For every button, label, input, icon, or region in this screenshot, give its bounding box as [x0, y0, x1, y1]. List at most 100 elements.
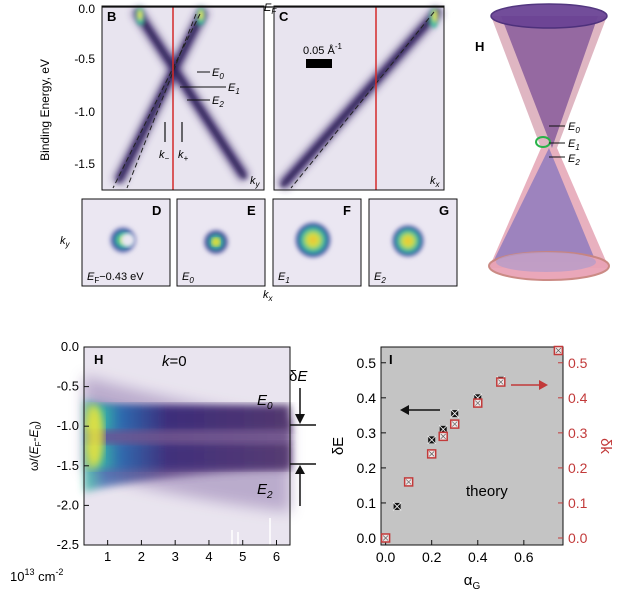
map-g-title: G	[439, 203, 449, 218]
top-axis-labels: Binding Energy, eV 0.0 -0.5 -1.0 -1.5	[38, 2, 95, 171]
chart-point-deltak	[449, 419, 460, 429]
heatmap-ytick-label: -1.0	[57, 418, 79, 433]
chart-annotation: theory	[466, 483, 508, 500]
heatmap-e0: E0	[257, 392, 273, 412]
upper-cone-rim	[490, 3, 608, 29]
heatmap-ytick-label: -0.5	[57, 379, 79, 394]
chart-y2tick-label: 0.1	[568, 495, 588, 511]
chart-point-deltak	[473, 398, 483, 408]
map-e-label: E0	[182, 271, 194, 285]
map-f-title: F	[343, 203, 351, 218]
heatmap-xticks: 1 2 3 4 5 6	[104, 540, 280, 564]
heatmap-ytick-label: -2.0	[57, 497, 79, 512]
map-g-label: E2	[374, 271, 386, 285]
heatmap-title: H	[94, 352, 103, 367]
svg-text:E0: E0	[212, 67, 224, 81]
heatmap-k-label: k=0	[162, 353, 187, 370]
chart-point-deltaE	[392, 502, 402, 511]
chart-title: I	[389, 352, 393, 367]
panel-b: B E0 E1 E2 k− k+ ky	[101, 5, 265, 191]
delta-e-label: δE	[289, 368, 308, 385]
panel-h-cone: H E0 E1 E2	[475, 3, 610, 281]
heatmap-frame	[83, 346, 291, 546]
svg-text:E2: E2	[212, 95, 224, 109]
top-ytick-3: -1.5	[74, 157, 95, 171]
map-e: E E0	[176, 198, 266, 287]
panel-h-e2: E2	[568, 153, 580, 167]
lower-cone-rim-inner	[496, 252, 596, 272]
chart-point-deltak	[403, 477, 414, 487]
heatmap-xtick-label: 3	[172, 549, 179, 564]
heatmap-xtick-label: 5	[239, 549, 246, 564]
map-d-title: D	[152, 203, 161, 218]
heatmap-xunit: 1013 cm-2	[10, 567, 63, 584]
panel-b-frame	[101, 5, 265, 191]
chart-point-deltak	[553, 345, 564, 356]
heatmap-xtick-label: 4	[205, 549, 212, 564]
panel-b-kaxis: ky	[250, 175, 261, 189]
top-ylabel: Binding Energy, eV	[38, 59, 52, 161]
panel-b-kplus: k+	[178, 149, 189, 163]
map-f-label: E1	[278, 271, 290, 285]
heatmap-panel: 0.0 -0.5 -1.0 -1.5 -2.0 -2.5 1 2 3 4 5 6 H k=0 ω/(…	[10, 339, 316, 584]
panel-c-kaxis: kx	[430, 175, 441, 189]
chart-point-deltak	[496, 377, 506, 387]
lower-cone-inner	[493, 148, 596, 262]
panel-b-level-e1: E1	[180, 82, 240, 96]
chart-point-deltaE	[427, 435, 436, 445]
map-d: D EF−0.43 eV	[81, 198, 171, 287]
maps-ylabel: ky	[60, 235, 71, 249]
svg-text:E1: E1	[228, 82, 240, 96]
chart-ytick-label: 0.5	[357, 355, 377, 371]
chart-xtick-label: 0.2	[422, 549, 442, 565]
heatmap-e2: E2	[257, 481, 273, 501]
chart-y2tick-label: 0.4	[568, 390, 588, 406]
chart-point-deltak	[438, 431, 448, 442]
chart-ytick-label: 0.4	[357, 390, 377, 406]
panel-c-scalebar	[306, 59, 332, 68]
panel-c-title: C	[279, 9, 289, 24]
heatmap-ytick-label: 0.0	[61, 339, 79, 354]
chart-xlabel: αG	[464, 572, 481, 592]
map-row: ky kx D EF−0.43 eV E E0 F E1	[60, 198, 458, 303]
theory-chart: 0.0 0.1 0.2 0.3 0.4 0.5 0.0 0.1 0.2 0.3 0.4 0.5 0.0 0…	[330, 345, 614, 592]
top-ytick-2: -1.0	[74, 105, 95, 119]
panel-c: C 0.05 Å-1 kx	[273, 5, 445, 191]
chart-ytick-label: 0.2	[357, 460, 377, 476]
panel-h-title: H	[475, 39, 484, 54]
chart-xtick-label: 0.6	[514, 549, 534, 565]
panel-b-dashed-2	[126, 13, 197, 189]
chart-point-deltak	[380, 533, 391, 543]
panel-b-dashed-1	[112, 13, 201, 189]
maps-xlabel: kx	[263, 289, 274, 303]
chart-plot-area	[380, 346, 564, 546]
chart-xtick-label: 0.0	[376, 549, 396, 565]
chart-arrow-left-head	[400, 405, 409, 415]
chart-ytick-label: 0.3	[357, 425, 377, 441]
chart-arrow-right-head	[539, 380, 548, 390]
chart-y2label: δk	[597, 438, 614, 454]
panel-h-e0: E0	[568, 121, 580, 135]
chart-point-deltaE	[450, 409, 460, 418]
chart-y2tick-label: 0.0	[568, 530, 588, 546]
chart-xtick-label: 0.4	[468, 549, 488, 565]
dirac-ring	[535, 136, 551, 148]
chart-y2tick-label: 0.2	[568, 460, 588, 476]
panel-b-level-e2: E2	[187, 95, 224, 109]
chart-point-deltak	[426, 449, 437, 459]
chart-ytick-label: 0.1	[357, 495, 377, 511]
panel-b-kminus: k−	[159, 149, 170, 163]
map-f: F E1	[272, 198, 362, 287]
panel-c-dashed	[290, 11, 435, 189]
panel-c-frame	[273, 5, 445, 191]
map-e-title: E	[247, 203, 256, 218]
panel-h-e1: E1	[568, 138, 580, 152]
upper-cone-inner	[501, 16, 598, 148]
map-g: G E2	[368, 198, 458, 287]
heatmap-xtick-label: 2	[138, 549, 145, 564]
panel-b-title: B	[107, 9, 116, 24]
panel-b-level-e0: E0	[197, 67, 224, 81]
chart-ylabel: δE	[330, 437, 347, 455]
heatmap-xtick-label: 6	[273, 549, 280, 564]
